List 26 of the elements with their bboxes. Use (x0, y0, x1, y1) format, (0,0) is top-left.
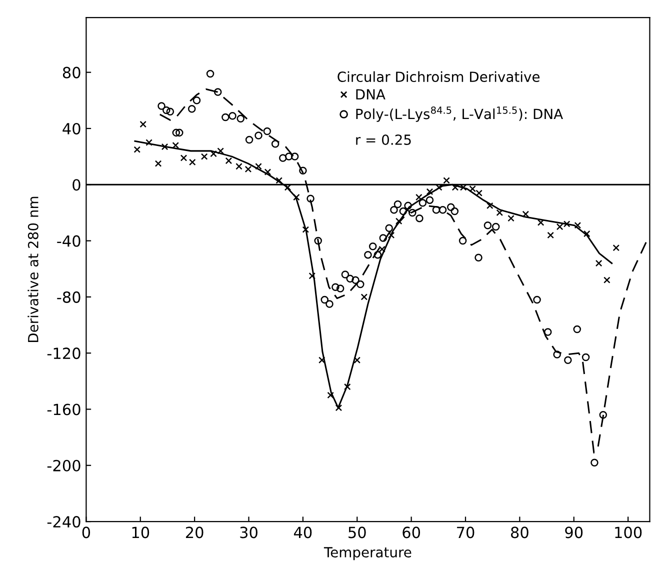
legend-label: DNA (356, 89, 386, 100)
y-tick-label: -120 (47, 348, 80, 360)
y-tick-label: 0 (72, 179, 80, 191)
annotation: r = 0.25 (356, 134, 411, 145)
x-tick-label: 40 (294, 526, 312, 538)
x-tick-label: 10 (132, 526, 150, 538)
y-tick-label: -160 (47, 404, 80, 416)
x-tick-label: 90 (565, 526, 583, 538)
y-tick-label: -200 (47, 460, 80, 472)
y-tick-label: -80 (57, 291, 80, 303)
x-tick-label: 70 (457, 526, 474, 538)
x-tick-label: 80 (511, 526, 528, 538)
legend-label: Poly-(L-Lys$^{84.5}$, L-Val$^{15.5}$): DNA (356, 106, 563, 122)
y-axis-title: Derivative at 280 nm (28, 196, 38, 342)
y-tick-label: -240 (47, 516, 80, 528)
x-tick-label: 0 (82, 526, 90, 538)
y-tick-label: 80 (62, 66, 80, 78)
x-tick-label: 30 (240, 526, 258, 538)
x-axis-title: Temperature (324, 547, 412, 560)
x-tick-label: 50 (348, 526, 366, 538)
x-tick-label: 20 (186, 526, 204, 538)
y-tick-label: -40 (57, 235, 80, 247)
x-tick-label: 60 (402, 526, 420, 538)
y-tick-label: 40 (62, 122, 80, 134)
legend-title: Circular Dichroism Derivative (338, 71, 540, 82)
x-tick-label: 100 (615, 526, 642, 538)
